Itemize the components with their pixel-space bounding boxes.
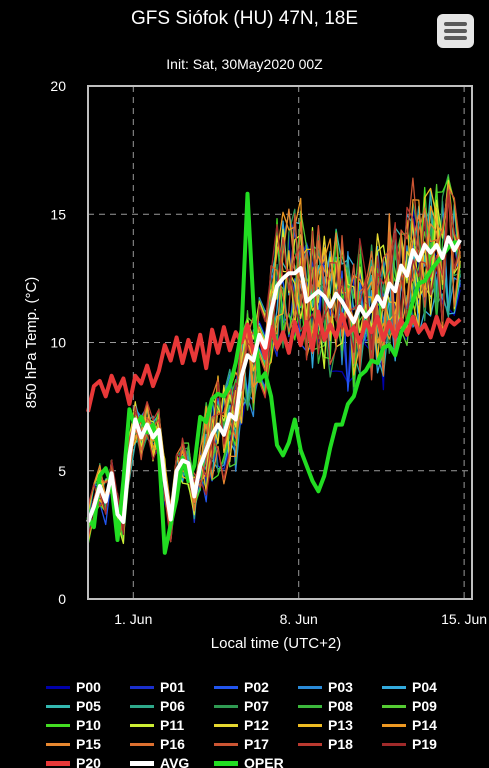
series-line-p17 (87, 177, 461, 538)
legend-item-p14[interactable]: P14 (382, 716, 437, 734)
legend-label: P19 (412, 736, 437, 752)
legend-item-p07[interactable]: P07 (214, 697, 269, 715)
legend-swatch (46, 723, 70, 727)
legend-item-p18[interactable]: P18 (298, 735, 353, 753)
y-axis-label: 850 hPa Temp. (°C) (23, 277, 40, 409)
y-tick-label: 5 (58, 463, 66, 479)
legend-swatch (298, 742, 322, 746)
legend-swatch (382, 704, 406, 708)
legend-item-p09[interactable]: P09 (382, 697, 437, 715)
legend-label: P16 (160, 736, 185, 752)
legend-swatch (382, 742, 406, 746)
chart-subtitle: Init: Sat, 30May2020 00Z (166, 56, 323, 72)
series-line-p09 (87, 176, 461, 535)
chart-title: GFS Siófok (HU) 47N, 18E (130, 8, 359, 29)
hamburger-menu-icon[interactable] (437, 14, 474, 48)
legend-swatch (214, 742, 238, 746)
series-line-p08 (87, 175, 461, 532)
legend-item-p01[interactable]: P01 (130, 678, 185, 696)
x-tick-label: 1. Jun (114, 611, 152, 627)
legend-label: P18 (328, 736, 353, 752)
y-tick-label: 20 (50, 78, 66, 94)
legend-swatch (298, 685, 322, 689)
legend-item-p02[interactable]: P02 (214, 678, 269, 696)
legend-item-p12[interactable]: P12 (214, 716, 269, 734)
legend-swatch (382, 723, 406, 727)
legend-item-p11[interactable]: P11 (130, 716, 184, 734)
series-line-avg (86, 235, 462, 524)
legend-label: P02 (244, 679, 269, 695)
legend-item-p05[interactable]: P05 (46, 697, 101, 715)
temperature-chart: 0 5 10 15 20 1. Jun 8. Jun 15. Jun Local time (U… (23, 78, 487, 652)
legend-label: P11 (160, 717, 185, 733)
y-tick-label: 10 (50, 335, 66, 351)
legend-item-p08[interactable]: P08 (298, 697, 353, 715)
series-line-p19 (87, 191, 461, 536)
series-line-p13 (87, 182, 461, 543)
legend-item-avg[interactable]: AVG (130, 754, 189, 768)
legend-label: P12 (244, 717, 269, 733)
legend-swatch (214, 685, 238, 689)
legend-item-p19[interactable]: P19 (382, 735, 437, 753)
legend-label: P20 (76, 755, 101, 768)
legend-swatch (130, 704, 154, 708)
legend-label: P06 (160, 698, 185, 714)
legend-label: P15 (76, 736, 101, 752)
legend-swatch (130, 685, 154, 689)
y-tick-label: 15 (50, 206, 66, 222)
legend-swatch (130, 723, 154, 727)
series-line-p07 (87, 174, 461, 531)
legend-swatch (46, 742, 70, 746)
y-tick-label: 0 (58, 591, 66, 607)
legend-item-p15[interactable]: P15 (46, 735, 101, 753)
legend-label: P10 (76, 717, 101, 733)
legend-label: P08 (328, 698, 353, 714)
legend-item-p13[interactable]: P13 (298, 716, 353, 734)
legend-label: P03 (328, 679, 353, 695)
legend-label: P14 (412, 717, 437, 733)
legend-item-p00[interactable]: P00 (46, 678, 101, 696)
legend-swatch (46, 760, 70, 766)
x-tick-label: 15. Jun (441, 611, 487, 627)
legend-item-p06[interactable]: P06 (130, 697, 185, 715)
x-tick-label: 8. Jun (280, 611, 318, 627)
legend-label: P00 (76, 679, 101, 695)
legend-swatch (214, 760, 238, 766)
legend-swatch (130, 760, 154, 766)
legend-swatch (298, 704, 322, 708)
legend-label: P07 (244, 698, 269, 714)
legend-label: P04 (412, 679, 437, 695)
chart-legend: P00 P01 P02 P03 P04 P05 P06 P07 P08 P09 P10 P11 P12 P… (0, 676, 489, 768)
legend-label: P01 (160, 679, 185, 695)
legend-swatch (46, 685, 70, 689)
x-axis-label: Local time (UTC+2) (211, 635, 341, 652)
legend-swatch (130, 742, 154, 746)
series-line-p20 (86, 309, 462, 413)
legend-swatch (298, 723, 322, 727)
legend-item-p03[interactable]: P03 (298, 678, 353, 696)
legend-swatch (214, 704, 238, 708)
legend-item-p20[interactable]: P20 (46, 754, 101, 768)
legend-swatch (214, 723, 238, 727)
legend-label: P13 (328, 717, 353, 733)
legend-item-p17[interactable]: P17 (214, 735, 269, 753)
legend-label: OPER (244, 755, 284, 768)
legend-label: AVG (160, 755, 190, 768)
legend-swatch (46, 704, 70, 708)
legend-item-p10[interactable]: P10 (46, 716, 101, 734)
legend-swatch (382, 685, 406, 689)
legend-label: P09 (412, 698, 437, 714)
legend-label: P05 (76, 698, 101, 714)
legend-item-p04[interactable]: P04 (382, 678, 437, 696)
plot-frame (87, 85, 473, 600)
legend-item-oper[interactable]: OPER (214, 754, 284, 768)
legend-label: P17 (244, 736, 269, 752)
legend-item-p16[interactable]: P16 (130, 735, 185, 753)
